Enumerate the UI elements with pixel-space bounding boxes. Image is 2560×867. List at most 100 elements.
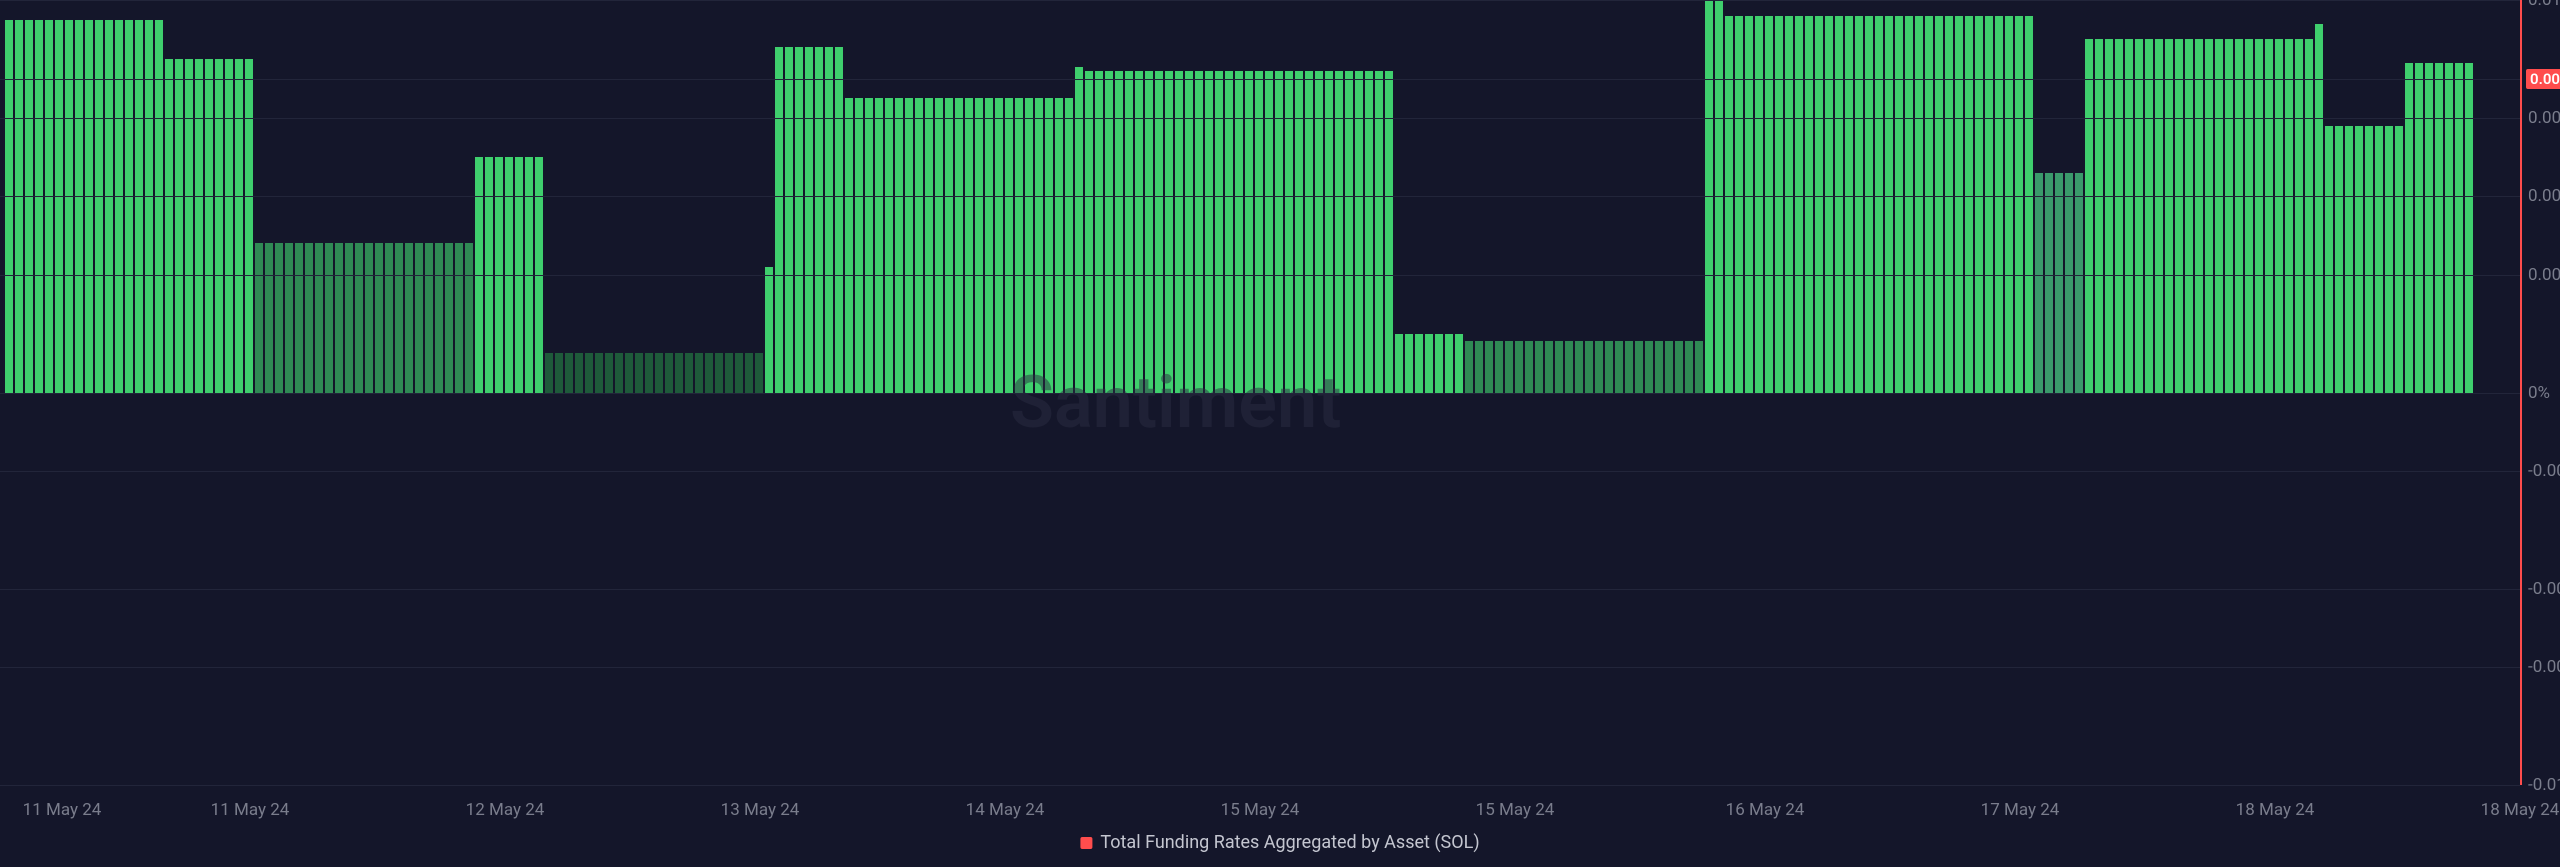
- bar[interactable]: [1235, 71, 1243, 393]
- bar[interactable]: [2155, 39, 2163, 392]
- bar[interactable]: [2425, 63, 2433, 393]
- bar[interactable]: [2105, 39, 2113, 392]
- bar[interactable]: [2115, 39, 2123, 392]
- bar[interactable]: [2405, 63, 2413, 393]
- bar[interactable]: [1775, 16, 1783, 393]
- bar[interactable]: [745, 353, 753, 392]
- bar[interactable]: [2445, 63, 2453, 393]
- bar[interactable]: [1065, 98, 1073, 392]
- bar[interactable]: [1615, 341, 1623, 392]
- bar[interactable]: [955, 98, 963, 392]
- bar[interactable]: [2145, 39, 2153, 392]
- bar[interactable]: [2055, 173, 2063, 393]
- bar[interactable]: [1335, 71, 1343, 393]
- bar[interactable]: [1285, 71, 1293, 393]
- bar[interactable]: [1465, 341, 1473, 392]
- bar[interactable]: [2205, 39, 2213, 392]
- bar[interactable]: [365, 243, 373, 392]
- bar[interactable]: [555, 353, 563, 392]
- bar[interactable]: [935, 98, 943, 392]
- bar[interactable]: [215, 59, 223, 393]
- bar[interactable]: [2415, 63, 2423, 393]
- bar[interactable]: [855, 98, 863, 392]
- bar[interactable]: [2285, 39, 2293, 392]
- bar[interactable]: [2385, 126, 2393, 393]
- bar[interactable]: [315, 243, 323, 392]
- bar[interactable]: [655, 353, 663, 392]
- bar[interactable]: [1325, 71, 1333, 393]
- bar[interactable]: [1835, 16, 1843, 393]
- bar[interactable]: [2125, 39, 2133, 392]
- bar[interactable]: [2065, 173, 2073, 393]
- bar[interactable]: [125, 20, 133, 393]
- bar[interactable]: [2025, 16, 2033, 393]
- bar[interactable]: [715, 353, 723, 392]
- bar[interactable]: [1815, 16, 1823, 393]
- bar[interactable]: [1955, 16, 1963, 393]
- bar[interactable]: [1825, 16, 1833, 393]
- bar[interactable]: [1245, 71, 1253, 393]
- bar[interactable]: [275, 243, 283, 392]
- bar[interactable]: [685, 353, 693, 392]
- bar[interactable]: [1875, 16, 1883, 393]
- bar[interactable]: [1945, 16, 1953, 393]
- bar[interactable]: [1345, 71, 1353, 393]
- bar[interactable]: [2305, 39, 2313, 392]
- bar[interactable]: [1045, 98, 1053, 392]
- bar[interactable]: [875, 98, 883, 392]
- bar[interactable]: [1915, 16, 1923, 393]
- bar[interactable]: [995, 98, 1003, 392]
- bar[interactable]: [635, 353, 643, 392]
- bar[interactable]: [945, 98, 953, 392]
- bar[interactable]: [195, 59, 203, 393]
- bar[interactable]: [1725, 16, 1733, 393]
- bar[interactable]: [2075, 173, 2083, 393]
- bar[interactable]: [2455, 63, 2463, 393]
- bar[interactable]: [1525, 341, 1533, 392]
- bar[interactable]: [225, 59, 233, 393]
- bar[interactable]: [1895, 16, 1903, 393]
- bar[interactable]: [415, 243, 423, 392]
- bar[interactable]: [285, 243, 293, 392]
- bar[interactable]: [1095, 71, 1103, 393]
- bar[interactable]: [1375, 71, 1383, 393]
- bar[interactable]: [345, 243, 353, 392]
- bar[interactable]: [1105, 71, 1113, 393]
- bar[interactable]: [2245, 39, 2253, 392]
- bar[interactable]: [1255, 71, 1263, 393]
- bar[interactable]: [95, 20, 103, 393]
- bar[interactable]: [765, 267, 773, 393]
- bar[interactable]: [695, 353, 703, 392]
- bar[interactable]: [2355, 126, 2363, 393]
- bar[interactable]: [2255, 39, 2263, 392]
- bar[interactable]: [1295, 71, 1303, 393]
- bar[interactable]: [2275, 39, 2283, 392]
- bar[interactable]: [1625, 341, 1633, 392]
- bar[interactable]: [65, 20, 73, 393]
- bar[interactable]: [1865, 16, 1873, 393]
- bar[interactable]: [1205, 71, 1213, 393]
- bar[interactable]: [385, 243, 393, 392]
- bar[interactable]: [705, 353, 713, 392]
- bar[interactable]: [1085, 71, 1093, 393]
- bar[interactable]: [185, 59, 193, 393]
- bar[interactable]: [1395, 334, 1403, 393]
- bar[interactable]: [1385, 71, 1393, 393]
- bar[interactable]: [1605, 341, 1613, 392]
- bar[interactable]: [1435, 334, 1443, 393]
- bar[interactable]: [2185, 39, 2193, 392]
- bar[interactable]: [2225, 39, 2233, 392]
- bar[interactable]: [665, 353, 673, 392]
- bar[interactable]: [1195, 71, 1203, 393]
- bar[interactable]: [1415, 334, 1423, 393]
- bar[interactable]: [1365, 71, 1373, 393]
- bar[interactable]: [2175, 39, 2183, 392]
- bar[interactable]: [1845, 16, 1853, 393]
- bar[interactable]: [2035, 173, 2043, 393]
- bar[interactable]: [1585, 341, 1593, 392]
- bar[interactable]: [1985, 16, 1993, 393]
- bar[interactable]: [985, 98, 993, 392]
- bar[interactable]: [1635, 341, 1643, 392]
- bar[interactable]: [615, 353, 623, 392]
- bar[interactable]: [85, 20, 93, 393]
